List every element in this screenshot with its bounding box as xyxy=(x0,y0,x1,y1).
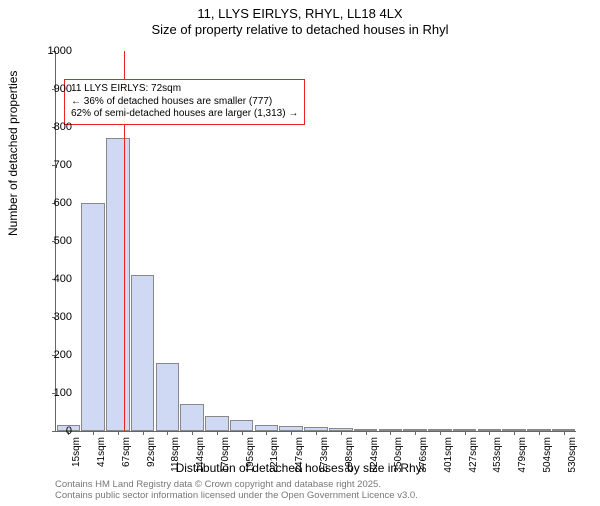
xtick-mark xyxy=(440,431,441,435)
ytick-label: 100 xyxy=(32,387,72,399)
xtick-mark xyxy=(489,431,490,435)
ytick-label: 300 xyxy=(32,311,72,323)
annotation-line: 11 LLYS EIRLYS: 72sqm xyxy=(71,83,298,96)
xtick-mark xyxy=(539,431,540,435)
annotation-line: 62% of semi-detached houses are larger (… xyxy=(71,108,298,121)
ytick-label: 0 xyxy=(32,425,72,437)
ytick-label: 400 xyxy=(32,273,72,285)
xtick-mark xyxy=(217,431,218,435)
xtick-mark xyxy=(266,431,267,435)
xtick-mark xyxy=(415,431,416,435)
xtick-mark xyxy=(143,431,144,435)
annotation-box: 11 LLYS EIRLYS: 72sqm← 36% of detached h… xyxy=(64,79,305,125)
xtick-mark xyxy=(192,431,193,435)
histogram-bar xyxy=(131,275,155,431)
xtick-mark xyxy=(390,431,391,435)
ytick-label: 800 xyxy=(32,121,72,133)
xtick-mark xyxy=(514,431,515,435)
ytick-label: 900 xyxy=(32,83,72,95)
ytick-label: 500 xyxy=(32,235,72,247)
histogram-bar xyxy=(156,363,180,431)
plot-area: 15sqm41sqm67sqm92sqm118sqm144sqm170sqm19… xyxy=(55,51,576,432)
y-axis-label: Number of detached properties xyxy=(6,71,20,236)
histogram-bar xyxy=(81,203,105,431)
xtick-mark xyxy=(366,431,367,435)
xtick-mark xyxy=(167,431,168,435)
ytick-label: 700 xyxy=(32,159,72,171)
xtick-mark xyxy=(291,431,292,435)
page-title: 11, LLYS EIRLYS, RHYL, LL18 4LX xyxy=(0,6,600,21)
xtick-mark xyxy=(93,431,94,435)
histogram-bar xyxy=(230,420,254,431)
page-subtitle: Size of property relative to detached ho… xyxy=(0,22,600,37)
chart-area: 15sqm41sqm67sqm92sqm118sqm144sqm170sqm19… xyxy=(55,51,575,431)
xtick-mark xyxy=(564,431,565,435)
ytick-label: 200 xyxy=(32,349,72,361)
ytick-label: 600 xyxy=(32,197,72,209)
ytick-label: 1000 xyxy=(32,45,72,57)
histogram-bar xyxy=(205,416,229,431)
xtick-mark xyxy=(316,431,317,435)
histogram-bar xyxy=(180,404,204,431)
xtick-mark xyxy=(341,431,342,435)
histogram-bar xyxy=(106,138,130,431)
footer-line: Contains public sector information licen… xyxy=(55,491,418,502)
xtick-mark xyxy=(118,431,119,435)
x-axis-label: Distribution of detached houses by size … xyxy=(0,461,600,475)
footer-attribution: Contains HM Land Registry data © Crown c… xyxy=(55,480,418,502)
xtick-mark xyxy=(465,431,466,435)
xtick-mark xyxy=(242,431,243,435)
annotation-line: ← 36% of detached houses are smaller (77… xyxy=(71,96,298,109)
